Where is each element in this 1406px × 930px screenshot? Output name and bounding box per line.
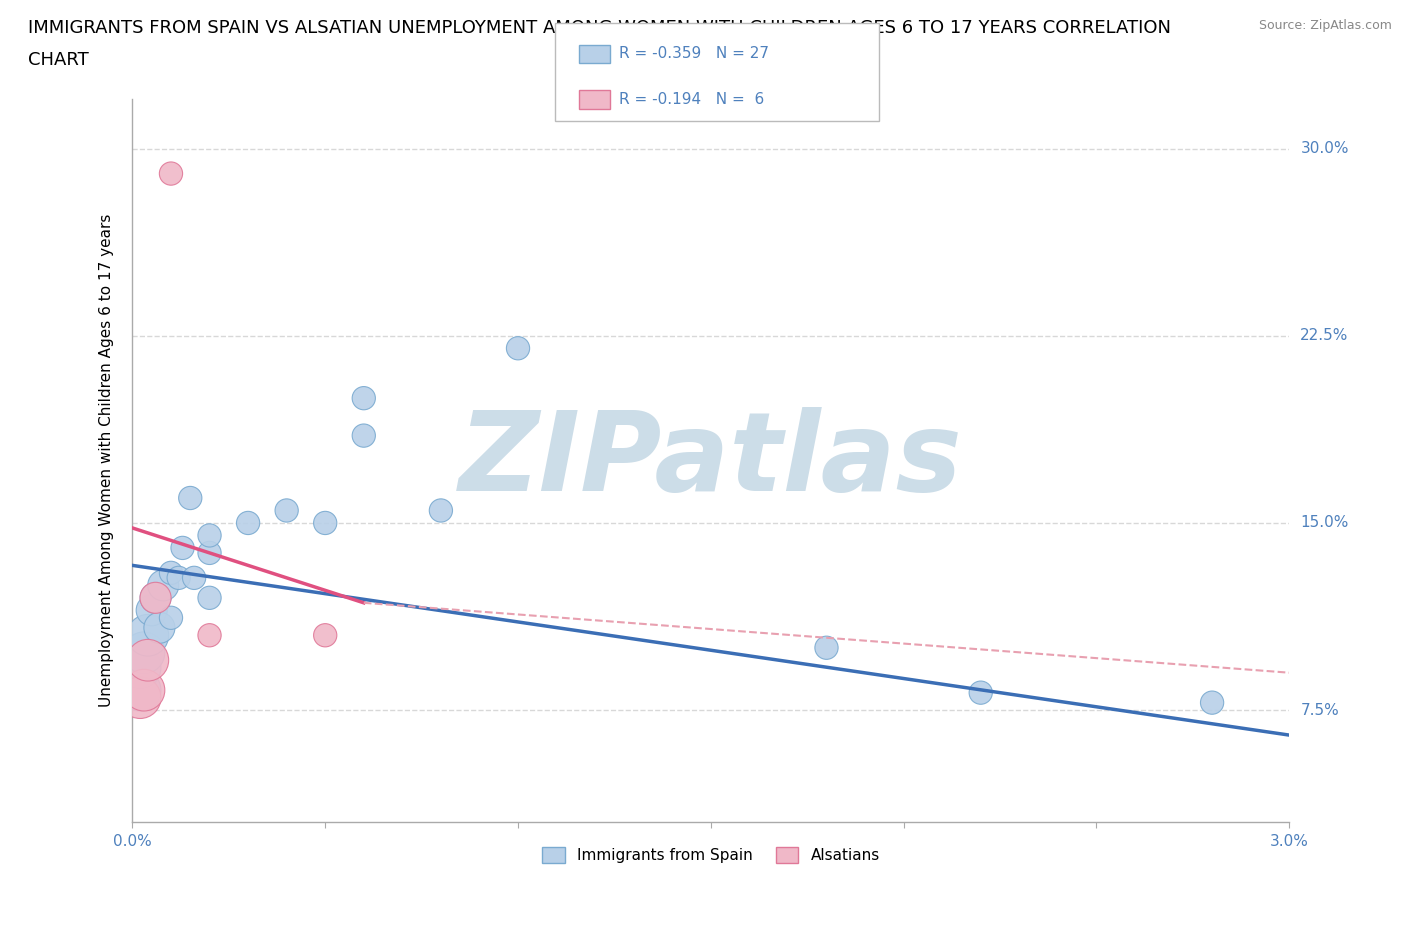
Point	[815, 640, 838, 655]
Point	[314, 628, 336, 643]
Text: ZIPatlas: ZIPatlas	[458, 407, 963, 514]
Point	[506, 340, 529, 355]
Point	[132, 683, 155, 698]
Text: 22.5%: 22.5%	[1301, 328, 1348, 343]
Point	[132, 645, 155, 660]
Point	[136, 628, 159, 643]
Point	[129, 683, 152, 698]
Text: 3.0%: 3.0%	[1270, 833, 1309, 848]
Point	[129, 690, 152, 705]
Point	[183, 570, 205, 585]
Point	[145, 591, 167, 605]
Point	[141, 603, 163, 618]
Point	[145, 591, 167, 605]
Text: CHART: CHART	[28, 51, 89, 69]
Point	[198, 528, 221, 543]
Text: 15.0%: 15.0%	[1301, 515, 1348, 530]
Legend: Immigrants from Spain, Alsatians: Immigrants from Spain, Alsatians	[536, 841, 886, 869]
Point	[198, 591, 221, 605]
Point	[970, 685, 993, 700]
Text: 0.0%: 0.0%	[112, 833, 152, 848]
Point	[160, 610, 183, 625]
Text: IMMIGRANTS FROM SPAIN VS ALSATIAN UNEMPLOYMENT AMONG WOMEN WITH CHILDREN AGES 6 : IMMIGRANTS FROM SPAIN VS ALSATIAN UNEMPL…	[28, 19, 1171, 36]
Point	[276, 503, 298, 518]
Point	[353, 428, 375, 443]
Point	[129, 660, 152, 675]
Point	[167, 570, 190, 585]
Point	[430, 503, 453, 518]
Point	[160, 166, 183, 181]
Point	[1201, 696, 1223, 711]
Y-axis label: Unemployment Among Women with Children Ages 6 to 17 years: Unemployment Among Women with Children A…	[100, 214, 114, 707]
Point	[236, 515, 259, 530]
Point	[172, 540, 194, 555]
Point	[148, 620, 170, 635]
Point	[160, 565, 183, 580]
Point	[136, 653, 159, 668]
Text: 30.0%: 30.0%	[1301, 141, 1348, 156]
Point	[353, 391, 375, 405]
Text: R = -0.194   N =  6: R = -0.194 N = 6	[619, 92, 763, 107]
Point	[152, 578, 174, 592]
Point	[179, 490, 201, 505]
Text: Source: ZipAtlas.com: Source: ZipAtlas.com	[1258, 19, 1392, 32]
Text: 7.5%: 7.5%	[1301, 703, 1339, 718]
Point	[198, 546, 221, 561]
Point	[314, 515, 336, 530]
Point	[198, 628, 221, 643]
Text: R = -0.359   N = 27: R = -0.359 N = 27	[619, 46, 769, 61]
